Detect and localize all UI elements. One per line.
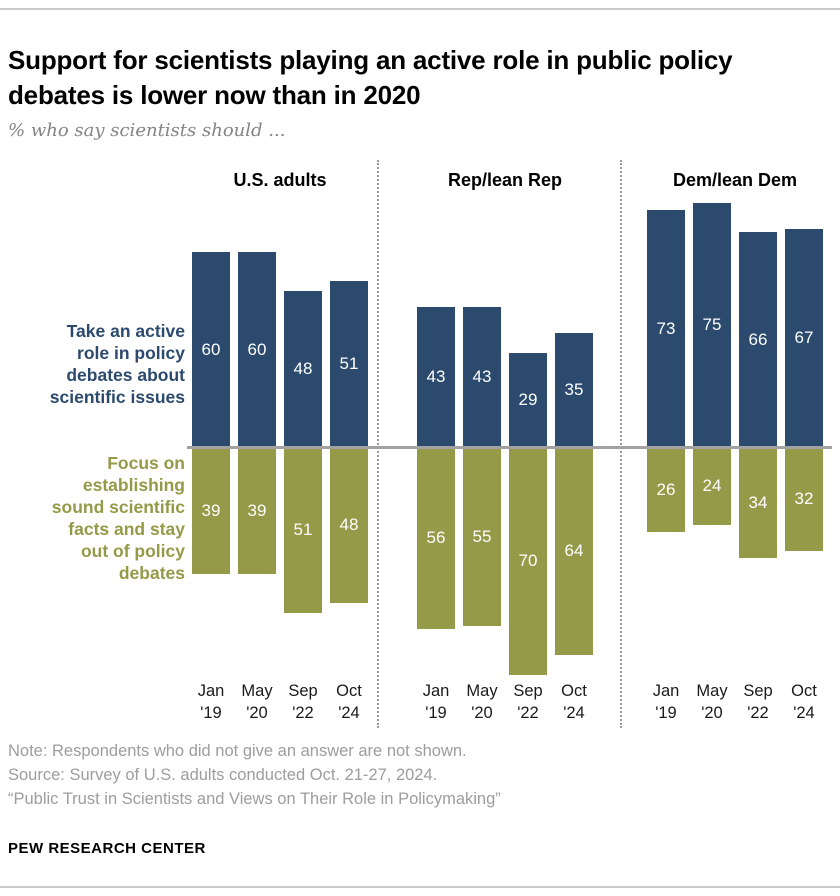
bar-focus-facts: 39 xyxy=(238,447,276,574)
bar-focus-facts: 51 xyxy=(284,447,322,613)
bar-value-label: 29 xyxy=(518,390,538,409)
axis-tick-label: Oct '24 xyxy=(336,682,362,722)
bar-active-role: 60 xyxy=(192,252,230,447)
group-divider-icon xyxy=(620,160,622,728)
bar-value-label: 73 xyxy=(656,318,676,338)
note-text: Note: Respondents who did not give an an… xyxy=(8,742,467,760)
bar-active-role: 43 xyxy=(417,307,455,447)
bar-active-role: 60 xyxy=(238,252,276,447)
report-title-text: “Public Trust in Scientists and Views on… xyxy=(8,790,501,808)
axis-tick-label: Jan '19 xyxy=(197,682,225,722)
bar-focus-facts: 34 xyxy=(739,447,777,558)
bar-active-role: 73 xyxy=(647,210,685,447)
bar-active-role: 66 xyxy=(739,232,777,447)
bar-value-label: 51 xyxy=(339,354,359,373)
bar-active-role: 67 xyxy=(785,229,823,447)
axis-tick-label: May '20 xyxy=(466,682,498,722)
axis-tick-label: Jan '19 xyxy=(652,682,680,722)
bar-value-label: 75 xyxy=(702,315,722,334)
top-border xyxy=(0,8,840,10)
axis-tick-label: Jan '19 xyxy=(422,682,450,722)
bar-value-label: 64 xyxy=(564,541,584,560)
bar-active-role: 35 xyxy=(555,333,593,447)
pew-research-center-wordmark: PEW RESEARCH CENTER xyxy=(8,840,206,857)
bar-value-label: 35 xyxy=(564,380,584,399)
bar-active-role: 48 xyxy=(284,291,322,447)
bar-value-label: 26 xyxy=(656,479,676,499)
bar-focus-facts: 26 xyxy=(647,447,685,532)
group-header-us-adults: U.S. adults xyxy=(233,170,327,190)
axis-tick-label: May '20 xyxy=(241,682,273,722)
bar-active-role: 29 xyxy=(509,353,547,447)
bar-value-label: 43 xyxy=(426,367,446,386)
zero-axis-line xyxy=(187,446,832,449)
bar-active-role: 43 xyxy=(463,307,501,447)
bar-focus-facts: 70 xyxy=(509,447,547,675)
series-label-focus: Focus on establishing sound scientific f… xyxy=(51,453,185,583)
bar-active-role: 51 xyxy=(330,281,368,447)
bar-value-label: 60 xyxy=(247,339,267,359)
bar-value-label: 48 xyxy=(293,359,313,378)
bottom-border xyxy=(0,886,840,888)
bar-focus-facts: 64 xyxy=(555,447,593,655)
bar-value-label: 48 xyxy=(339,515,359,534)
bar-focus-facts: 24 xyxy=(693,447,731,525)
bar-focus-facts: 48 xyxy=(330,447,368,603)
series-label-active: Take an active role in policy debates ab… xyxy=(49,321,185,407)
bar-value-label: 32 xyxy=(794,489,814,508)
chart-title: Support for scientists playing an active… xyxy=(8,45,733,111)
source-text: Source: Survey of U.S. adults conducted … xyxy=(8,766,438,784)
axis-tick-label: Oct '24 xyxy=(561,682,587,722)
bar-focus-facts: 56 xyxy=(417,447,455,629)
bar-value-label: 66 xyxy=(748,329,768,349)
bar-value-label: 51 xyxy=(293,520,313,539)
bar-value-label: 39 xyxy=(201,500,221,520)
bar-value-label: 56 xyxy=(426,528,446,547)
bar-focus-facts: 55 xyxy=(463,447,501,626)
bar-focus-facts: 39 xyxy=(192,447,230,574)
group-header-dem: Dem/lean Dem xyxy=(672,170,798,190)
bar-value-label: 60 xyxy=(201,339,221,359)
bar-value-label: 70 xyxy=(518,551,538,570)
axis-tick-label: Sep '22 xyxy=(288,682,318,722)
axis-tick-label: May '20 xyxy=(696,682,728,722)
bar-value-label: 43 xyxy=(472,367,492,386)
group-header-rep: Rep/lean Rep xyxy=(447,170,563,190)
axis-tick-label: Sep '22 xyxy=(743,682,773,722)
bar-value-label: 34 xyxy=(748,492,768,512)
axis-tick-label: Sep '22 xyxy=(513,682,543,722)
bar-value-label: 39 xyxy=(247,500,267,520)
group-divider-icon xyxy=(377,160,379,728)
bar-active-role: 75 xyxy=(693,203,731,447)
bar-value-label: 67 xyxy=(794,328,814,347)
bar-value-label: 55 xyxy=(472,526,492,546)
axis-tick-label: Oct '24 xyxy=(791,682,817,722)
chart-subtitle: % who say scientists should ... xyxy=(8,120,286,141)
bar-focus-facts: 32 xyxy=(785,447,823,551)
bar-value-label: 24 xyxy=(702,476,722,495)
